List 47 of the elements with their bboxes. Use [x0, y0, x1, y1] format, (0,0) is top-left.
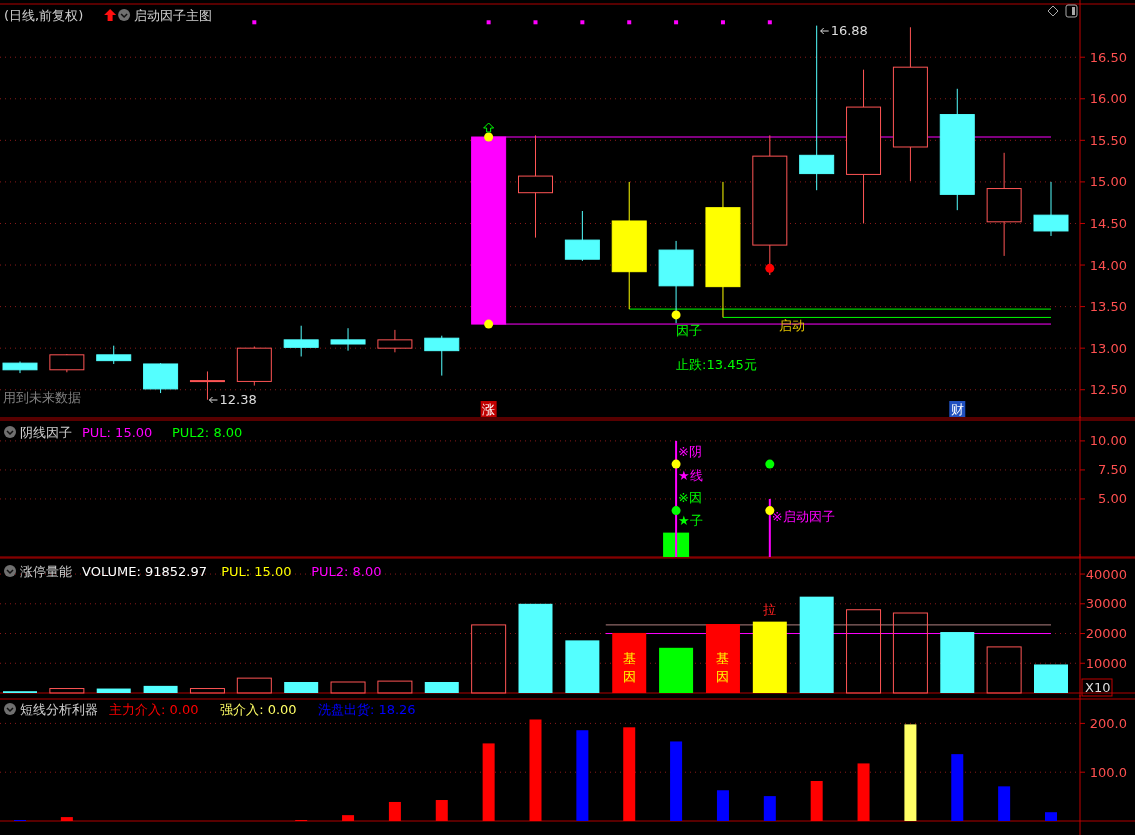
text: X10 [1085, 680, 1111, 695]
annotation: 财 [950, 402, 964, 417]
y-tick-label: 5.00 [1098, 491, 1127, 507]
annotation: PUL: 15.00 [82, 425, 153, 440]
y-tick-label: 13.50 [1089, 299, 1127, 315]
y-tick-label: 15.00 [1089, 174, 1127, 190]
y-tick-label: 16.50 [1089, 49, 1127, 65]
y-tick-label: 10.00 [1089, 433, 1127, 449]
chart-title: (日线,前复权) [4, 8, 84, 23]
y-tick-label: 30000 [1085, 596, 1127, 612]
annotation: 用到未来数据 [3, 390, 81, 405]
annotation: PUL2: 8.00 [172, 425, 243, 440]
chart-title: 短线分析利器 [20, 702, 98, 717]
y-tick-label: 16.00 [1089, 91, 1127, 107]
y-tick-label: 100.0 [1089, 764, 1127, 780]
y-tick-label: 10000 [1085, 655, 1127, 671]
annotation: 涨 [482, 402, 496, 417]
annotation: ※启动因子 [771, 509, 835, 524]
y-tick-label: 40000 [1085, 566, 1127, 582]
text: 主力介入: 0.00 [109, 702, 199, 717]
y-tick-label: 20000 [1085, 626, 1127, 642]
annotation: 止跌:13.45元 [676, 357, 757, 372]
annotation: 基因 [716, 651, 730, 684]
y-tick-label: 7.50 [1098, 462, 1127, 478]
annotation: VOLUME: 91852.97 [82, 564, 207, 579]
annotation: 16.88 [830, 23, 868, 38]
annotation: 12.38 [219, 392, 257, 407]
annotation: 基因 [622, 651, 636, 684]
y-tick-label: 200.0 [1089, 715, 1127, 731]
annotation: 拉 [763, 602, 777, 617]
text: 洗盘出货: 18.26 [317, 702, 416, 717]
text: 涨停量能 [20, 564, 72, 579]
annotation: ※因 [678, 490, 702, 505]
annotation: ★线 [678, 468, 703, 483]
annotation: 因子 [676, 323, 703, 338]
chart-subtitle: 启动因子主图 [134, 8, 213, 23]
y-tick-label: 14.00 [1089, 257, 1127, 273]
y-tick-label: 13.00 [1089, 340, 1127, 356]
annotation: ★子 [678, 513, 703, 528]
y-tick-label: 15.50 [1089, 132, 1127, 148]
y-tick-label: 14.50 [1089, 215, 1127, 231]
annotation: ※阴 [678, 444, 702, 459]
chart-title: 阴线因子 [20, 425, 72, 440]
annotation: PUL2: 8.00 [311, 564, 382, 579]
text: 强介入: 0.00 [220, 702, 297, 717]
annotation: PUL: 15.00 [221, 564, 292, 579]
y-tick-label: 12.50 [1089, 382, 1127, 398]
